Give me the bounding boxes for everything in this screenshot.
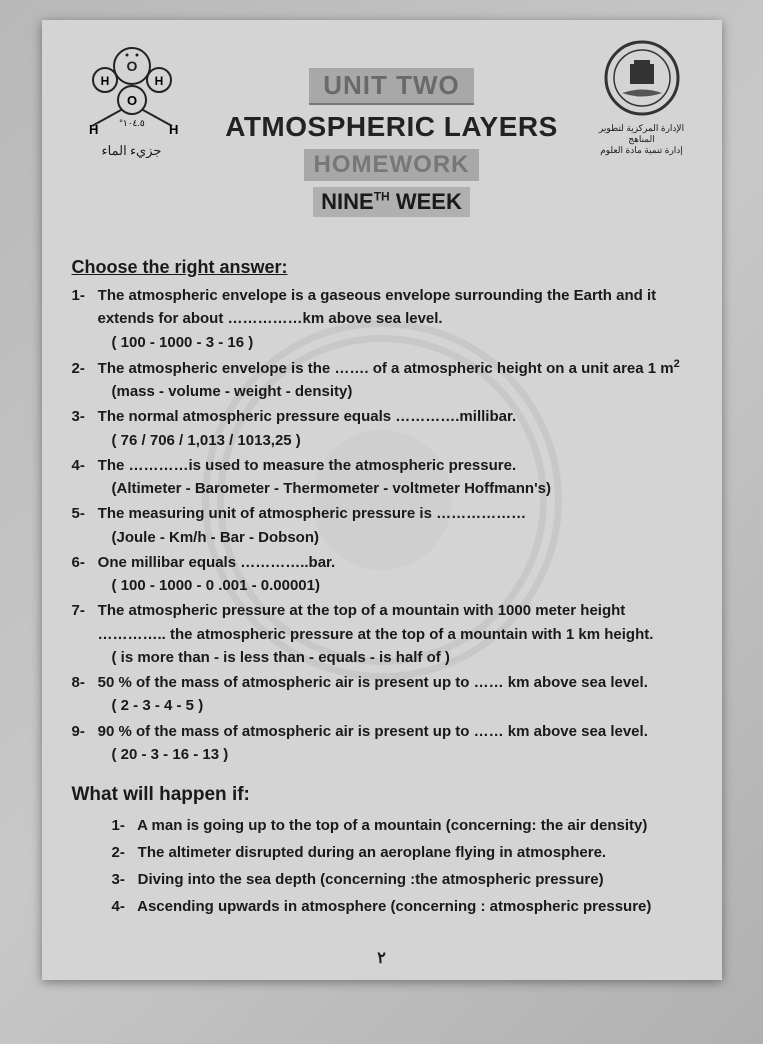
mcq-item: 7- The atmospheric pressure at the top o… [72, 599, 692, 669]
logo-caption-1: الإدارة المركزية لتطوير المناهج [592, 123, 692, 145]
svg-text:O: O [126, 58, 137, 74]
molecule-caption: جزيء الماء [72, 143, 192, 159]
header-row: O H H O H H °١٠٤.٥ جزيء الماء UNIT [72, 38, 692, 217]
mcq-item: 4- The …………is used to measure the atmosp… [72, 454, 692, 501]
mcq-item: 9- 90 % of the mass of atmospheric air i… [72, 720, 692, 767]
svg-text:H: H [100, 74, 109, 88]
angle-label: °١٠٤.٥ [119, 118, 145, 128]
page-number: ٢ [42, 948, 722, 968]
svg-text:H: H [89, 122, 98, 137]
mcq-item: 5- The measuring unit of atmospheric pre… [72, 502, 692, 549]
svg-text:O: O [126, 93, 136, 108]
week-label: NINETH WEEK [313, 187, 470, 217]
mcq-list: 1- The atmospheric envelope is a gaseous… [72, 284, 692, 766]
mcq-item: 1- The atmospheric envelope is a gaseous… [72, 284, 692, 354]
mcq-item: 6- One millibar equals …………..bar.( 100 -… [72, 551, 692, 598]
svg-text:H: H [169, 122, 178, 137]
ministry-logo: الإدارة المركزية لتطوير المناهج إدارة تن… [592, 38, 692, 155]
water-molecule-diagram: O H H O H H °١٠٤.٥ جزيء الماء [72, 38, 192, 159]
mcq-item: 8- 50 % of the mass of atmospheric air i… [72, 671, 692, 718]
what-if-item: 2- The altimeter disrupted during an aer… [112, 839, 692, 866]
section2-heading: What will happen if: [72, 784, 692, 806]
mcq-item: 3- The normal atmospheric pressure equal… [72, 405, 692, 452]
what-if-item: 3- Diving into the sea depth (concerning… [112, 866, 692, 893]
svg-text:H: H [154, 74, 163, 88]
what-if-list: 1- A man is going up to the top of a mou… [72, 812, 692, 920]
unit-label: UNIT TWO [309, 68, 474, 105]
mcq-item: 2- The atmospheric envelope is the ……. o… [72, 356, 692, 404]
what-if-item: 4- Ascending upwards in atmosphere (conc… [112, 893, 692, 920]
title-block: UNIT TWO ATMOSPHERIC LAYERS HOMEWORK NIN… [192, 38, 592, 217]
section1-heading: Choose the right answer: [72, 257, 692, 278]
homework-label: HOMEWORK [304, 149, 480, 181]
main-title: ATMOSPHERIC LAYERS [192, 111, 592, 143]
logo-caption-2: إدارة تنمية مادة العلوم [592, 145, 692, 156]
what-if-item: 1- A man is going up to the top of a mou… [112, 812, 692, 839]
